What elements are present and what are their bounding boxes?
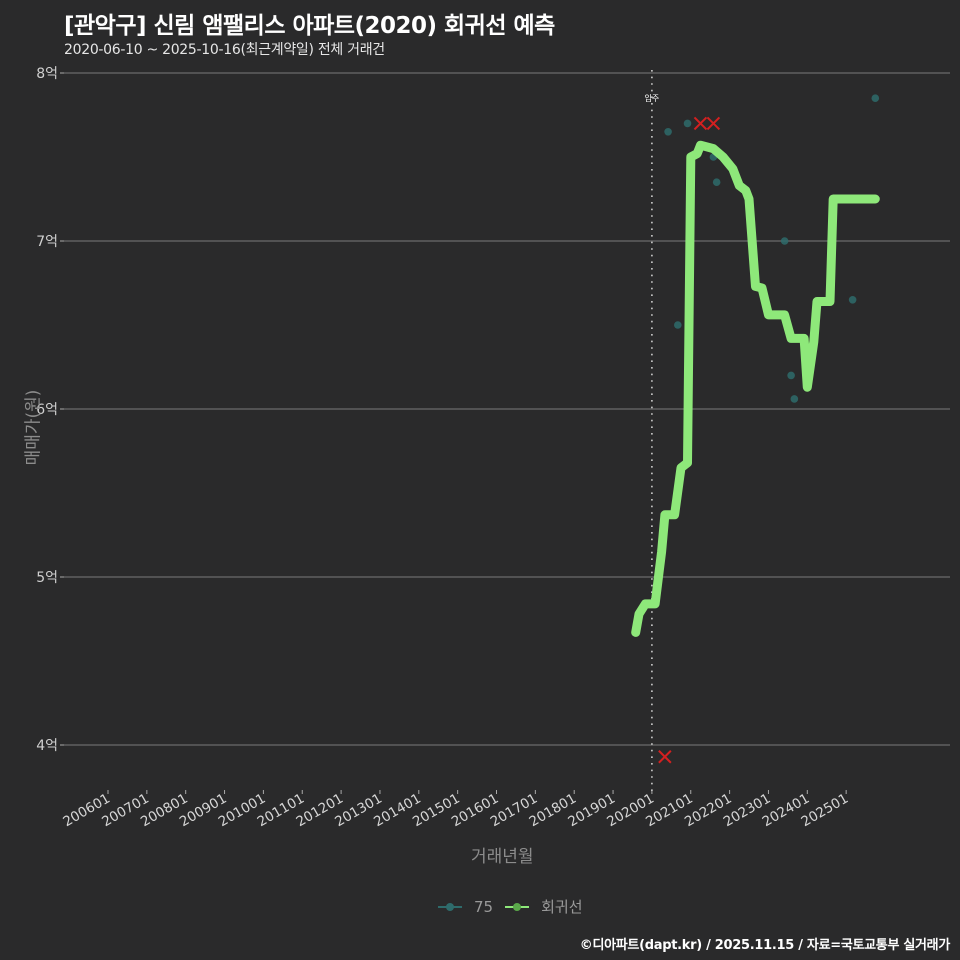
y-tick-label: 5억	[36, 570, 58, 586]
x-axis-label: 거래년월	[471, 847, 534, 867]
legend-label: 75	[474, 897, 494, 916]
chart-title: [관악구] 신림 앰팰리스 아파트(2020) 회귀선 예측	[64, 13, 555, 39]
chart-subtitle: 2020-06-10 ~ 2025-10-16(최근계약일) 전체 거래건	[64, 42, 385, 58]
data-point	[848, 296, 857, 304]
y-tick-label: 6억	[36, 402, 58, 418]
data-point	[787, 371, 795, 380]
data-point	[871, 94, 880, 102]
y-tick-label: 4억	[36, 738, 58, 754]
legend-label: 회귀선	[541, 898, 583, 916]
data-point	[780, 237, 789, 245]
y-tick-label: 8억	[36, 66, 58, 82]
scatter-legend-icon	[438, 900, 462, 914]
footer-credit: ©디아파트(dapt.kr) / 2025.11.15 / 자료=국토교통부 실…	[579, 938, 951, 953]
line-legend-icon	[505, 900, 530, 914]
y-axis-label: 매매가(원)	[23, 389, 44, 466]
outlier-marker	[706, 116, 721, 131]
move-in-label: 입주	[645, 94, 660, 103]
data-point	[712, 178, 721, 186]
y-tick-label: 7억	[36, 234, 58, 250]
legend: 75 회귀선	[438, 896, 595, 917]
outlier-marker	[693, 116, 708, 131]
legend-item-75: 75	[438, 898, 493, 916]
outlier-marker	[658, 750, 672, 764]
data-point	[674, 321, 682, 329]
data-point	[790, 395, 799, 403]
data-point	[664, 128, 672, 136]
legend-item-regression: 회귀선	[505, 896, 583, 917]
data-point	[683, 119, 692, 128]
regression-line	[631, 140, 880, 637]
